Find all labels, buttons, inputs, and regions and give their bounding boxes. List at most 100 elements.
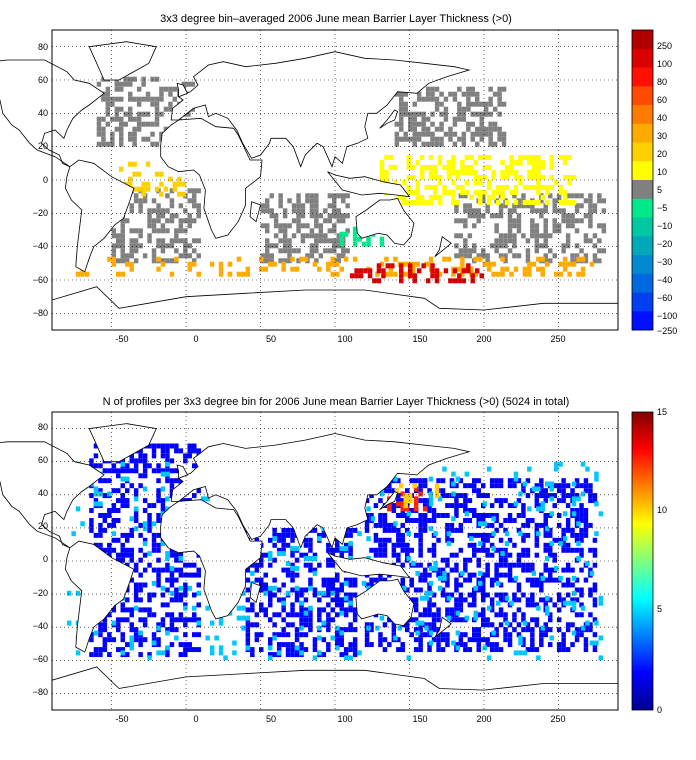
bin-cell	[454, 503, 459, 509]
bin-cell	[145, 96, 151, 102]
bin-cell	[461, 131, 467, 137]
bin-cell	[507, 577, 513, 583]
bin-cell	[539, 488, 544, 494]
bin-cell	[452, 91, 458, 97]
bin-cell	[530, 208, 535, 214]
bin-cell	[129, 468, 134, 474]
bin-cell	[192, 258, 197, 264]
bin-cell	[561, 483, 566, 489]
bin-cell	[156, 572, 161, 578]
bin-cell	[268, 652, 273, 658]
bin-cell	[263, 590, 268, 596]
bin-cell	[545, 595, 550, 601]
bin-cell	[507, 213, 513, 219]
bin-cell	[116, 622, 121, 628]
bin-cell	[119, 131, 124, 137]
bin-cell	[209, 261, 215, 267]
bin-cell	[473, 180, 478, 185]
bin-cell	[268, 562, 273, 568]
bin-cell	[565, 238, 571, 244]
bin-cell	[147, 518, 152, 523]
bin-cell	[111, 228, 117, 234]
bin-cell	[439, 91, 444, 97]
bin-cell	[458, 193, 464, 199]
bin-cell	[181, 191, 187, 197]
bin-cell	[361, 580, 367, 586]
bin-cell	[588, 567, 593, 573]
bin-cell	[565, 647, 571, 653]
bin-cell	[467, 498, 473, 504]
bin-cell	[583, 253, 589, 259]
bin-cell	[472, 627, 477, 633]
bin-cell	[421, 116, 426, 122]
bin-cell	[169, 478, 175, 484]
bin-cell	[579, 552, 584, 558]
bin-cell	[498, 612, 504, 618]
bin-cell	[574, 203, 580, 209]
bin-cell	[339, 236, 344, 242]
bin-cell	[412, 141, 417, 147]
bin-cell	[341, 248, 346, 254]
bin-cell	[314, 213, 319, 219]
bin-cell	[141, 121, 146, 127]
coastline	[160, 499, 263, 620]
bin-cell	[120, 476, 125, 482]
bin-cell	[265, 243, 270, 249]
bin-cell	[382, 577, 388, 583]
bin-cell	[196, 188, 201, 194]
bin-cell	[305, 253, 310, 259]
bin-cell	[431, 508, 437, 513]
bin-cell	[556, 592, 562, 598]
bin-cell	[530, 203, 535, 209]
bin-cell	[565, 218, 571, 224]
bin-cell	[343, 595, 349, 601]
bin-cell	[396, 557, 401, 563]
bin-cell	[576, 496, 581, 502]
bin-cell	[165, 587, 170, 593]
bin-cell	[580, 271, 586, 277]
bin-cell	[393, 165, 398, 170]
bin-cell	[332, 208, 337, 214]
bin-cell	[571, 575, 577, 581]
bin-cell	[419, 595, 425, 601]
bin-cell	[174, 256, 179, 262]
bin-cell	[372, 278, 377, 284]
bin-cell	[458, 637, 464, 643]
bin-cell	[102, 622, 108, 628]
bin-cell	[427, 602, 432, 608]
bin-cell	[147, 223, 152, 229]
bin-cell	[138, 597, 143, 603]
bin-cell	[548, 193, 553, 199]
bin-cell	[516, 198, 522, 204]
bin-cell	[418, 637, 423, 643]
bin-cell	[449, 478, 455, 484]
bin-cell	[136, 186, 142, 192]
bin-cell	[512, 218, 517, 224]
bin-cell	[348, 607, 353, 613]
bin-cell	[142, 617, 148, 623]
bin-cell	[463, 243, 468, 249]
bin-cell	[445, 612, 450, 618]
bin-cell	[446, 190, 452, 195]
bin-cell	[437, 180, 443, 185]
bin-cell	[428, 496, 434, 502]
bin-cell	[479, 126, 484, 132]
bin-cell	[393, 180, 398, 185]
bin-cell	[312, 637, 318, 643]
colorbar-swatch	[632, 311, 653, 331]
bin-cell	[403, 106, 408, 112]
bin-cell	[539, 632, 544, 638]
bin-cell	[169, 458, 175, 464]
bin-cell	[530, 602, 535, 608]
cb1-label: 10	[657, 167, 667, 177]
bin-cell	[114, 106, 120, 112]
bin-cell	[431, 627, 437, 633]
bin-cell	[570, 597, 575, 603]
bin-cell	[554, 271, 559, 277]
bin-cell	[151, 248, 157, 254]
bin-cell	[326, 547, 331, 553]
bin-cell	[138, 637, 143, 643]
bin-cell	[132, 116, 137, 122]
bin-cell	[343, 580, 349, 586]
bin-cell	[107, 513, 112, 518]
